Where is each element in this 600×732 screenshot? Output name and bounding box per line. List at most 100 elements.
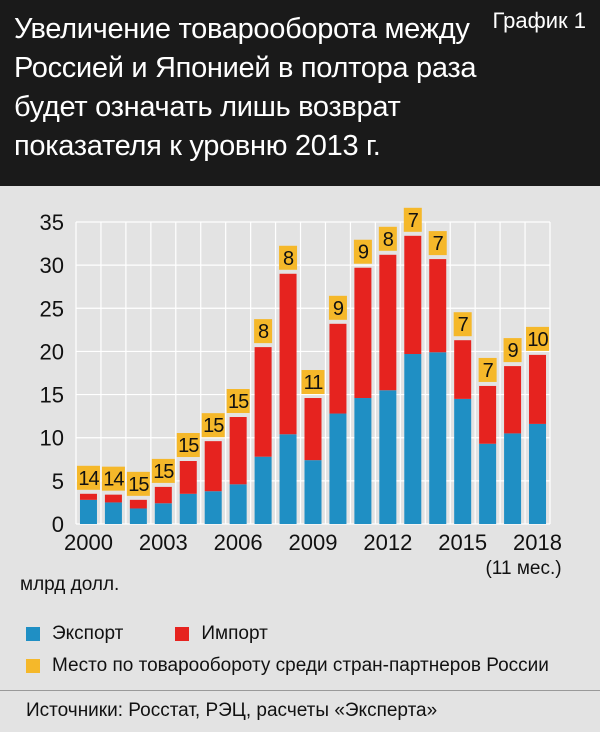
import-bar <box>179 461 197 494</box>
rank-badge <box>279 245 298 270</box>
rank-badge-label: 15 <box>178 435 199 457</box>
import-bar <box>254 347 272 457</box>
x-tick-label: 2003 <box>139 530 188 555</box>
x-tick-label: 2009 <box>289 530 338 555</box>
rank-badge-label: 9 <box>358 242 369 264</box>
source-text: Источники: Росстат, РЭЦ, расчеты «Экспер… <box>26 700 438 721</box>
y-tick-label: 10 <box>40 426 64 451</box>
rank-badge <box>503 338 522 363</box>
legend: Экспорт Импорт Место по товарообороту ср… <box>0 604 600 690</box>
import-bar <box>354 267 372 399</box>
rank-badge <box>151 458 175 483</box>
x-tick-label: 2000 <box>64 530 113 555</box>
import-bar <box>404 235 422 355</box>
rank-badge-label: 8 <box>258 321 269 343</box>
stacked-bar-chart: 0 5 10 15 20 25 30 35 2000 2003 2006 2009 2012 2015 20… <box>20 207 562 595</box>
y-tick-label: 35 <box>40 210 64 235</box>
rank-badge <box>478 357 497 382</box>
rank-badge <box>301 370 325 395</box>
legend-item-export: Экспорт Импорт <box>26 622 268 646</box>
import-bar <box>429 259 447 353</box>
import-swatch <box>175 627 190 641</box>
legend-export-label: Экспорт <box>52 623 124 644</box>
rank-badge <box>403 207 422 232</box>
export-bar <box>254 456 272 524</box>
rank-badge <box>201 413 225 438</box>
rank-badge <box>226 389 250 414</box>
import-bar <box>529 354 547 424</box>
rank-badge-label: 15 <box>153 461 174 483</box>
export-bar <box>229 484 247 524</box>
export-bar <box>304 460 322 524</box>
y-tick-label: 30 <box>40 253 64 278</box>
export-bar <box>79 499 97 524</box>
x-tick-label: 2018 <box>513 530 562 555</box>
rank-badge-label: 8 <box>383 229 394 251</box>
rank-badge <box>328 295 347 320</box>
export-bar <box>279 434 297 524</box>
export-bar <box>454 398 472 524</box>
export-bar <box>179 493 197 524</box>
bars <box>79 235 547 524</box>
import-bar <box>304 398 322 461</box>
y-tick-label: 25 <box>40 296 64 321</box>
chart-number-label: График 1 <box>492 8 586 33</box>
rank-badge-label: 14 <box>103 469 124 491</box>
rank-badge-label: 14 <box>78 468 99 490</box>
y-tick-label: 20 <box>40 339 64 364</box>
header: Увеличение товарооборота между Россией и… <box>0 0 600 186</box>
export-bar <box>129 508 147 524</box>
x-tick-note: (11 мес.) <box>485 558 561 579</box>
rank-badge <box>453 312 472 337</box>
rank-badge <box>254 319 273 344</box>
rank-badge <box>126 471 150 496</box>
rank-badge-label: 10 <box>527 329 548 351</box>
rank-badge-label: 15 <box>203 415 224 437</box>
export-bar <box>504 433 522 524</box>
export-bar <box>104 502 122 524</box>
rank-badge <box>378 226 397 251</box>
import-bar <box>129 499 147 509</box>
legend-import-label: Импорт <box>201 623 268 644</box>
rank-badge <box>101 466 125 491</box>
axes: 0 5 10 15 20 25 30 35 2000 2003 2006 2009 2012 2015 20… <box>40 210 562 579</box>
export-bar <box>529 423 547 524</box>
rank-badge-label: 8 <box>283 248 294 270</box>
rank-badge-label: 9 <box>333 298 344 320</box>
export-bar <box>154 503 172 524</box>
import-bar <box>329 323 347 414</box>
source-note: Источники: Росстат, РЭЦ, расчеты «Экспер… <box>0 690 600 732</box>
import-bar <box>79 493 97 500</box>
rank-badge <box>353 239 372 264</box>
chart-title: Увеличение товарооборота между Россией и… <box>14 13 477 162</box>
export-bar <box>479 443 497 524</box>
x-tick-label: 2015 <box>438 530 487 555</box>
rank-badge-label: 7 <box>433 233 444 255</box>
import-bar <box>279 273 297 435</box>
export-bar <box>379 390 397 524</box>
unit-label: млрд долл. <box>20 574 119 595</box>
x-tick-label: 2012 <box>363 530 412 555</box>
legend-item-rank: Место по товарообороту среди стран-партн… <box>26 654 549 678</box>
export-swatch <box>26 627 40 641</box>
export-bar <box>354 398 372 524</box>
import-bar <box>104 494 122 503</box>
export-bar <box>329 413 347 524</box>
y-tick-label: 5 <box>52 469 64 494</box>
export-bar <box>204 491 222 524</box>
rank-badge <box>176 433 200 458</box>
y-tick-label: 0 <box>52 512 64 537</box>
import-bar <box>504 366 522 434</box>
x-tick-label: 2006 <box>214 530 263 555</box>
rank-badge <box>428 231 447 256</box>
rank-badge-label: 15 <box>128 474 149 496</box>
import-bar <box>204 441 222 492</box>
rank-badge <box>76 465 100 490</box>
y-tick-label: 15 <box>40 383 64 408</box>
rank-badge-label: 7 <box>483 360 494 382</box>
legend-rank-label: Место по товарообороту среди стран-партн… <box>52 655 549 676</box>
rank-badge-label: 15 <box>228 391 249 413</box>
rank-badge <box>526 326 550 351</box>
import-bar <box>379 254 397 391</box>
